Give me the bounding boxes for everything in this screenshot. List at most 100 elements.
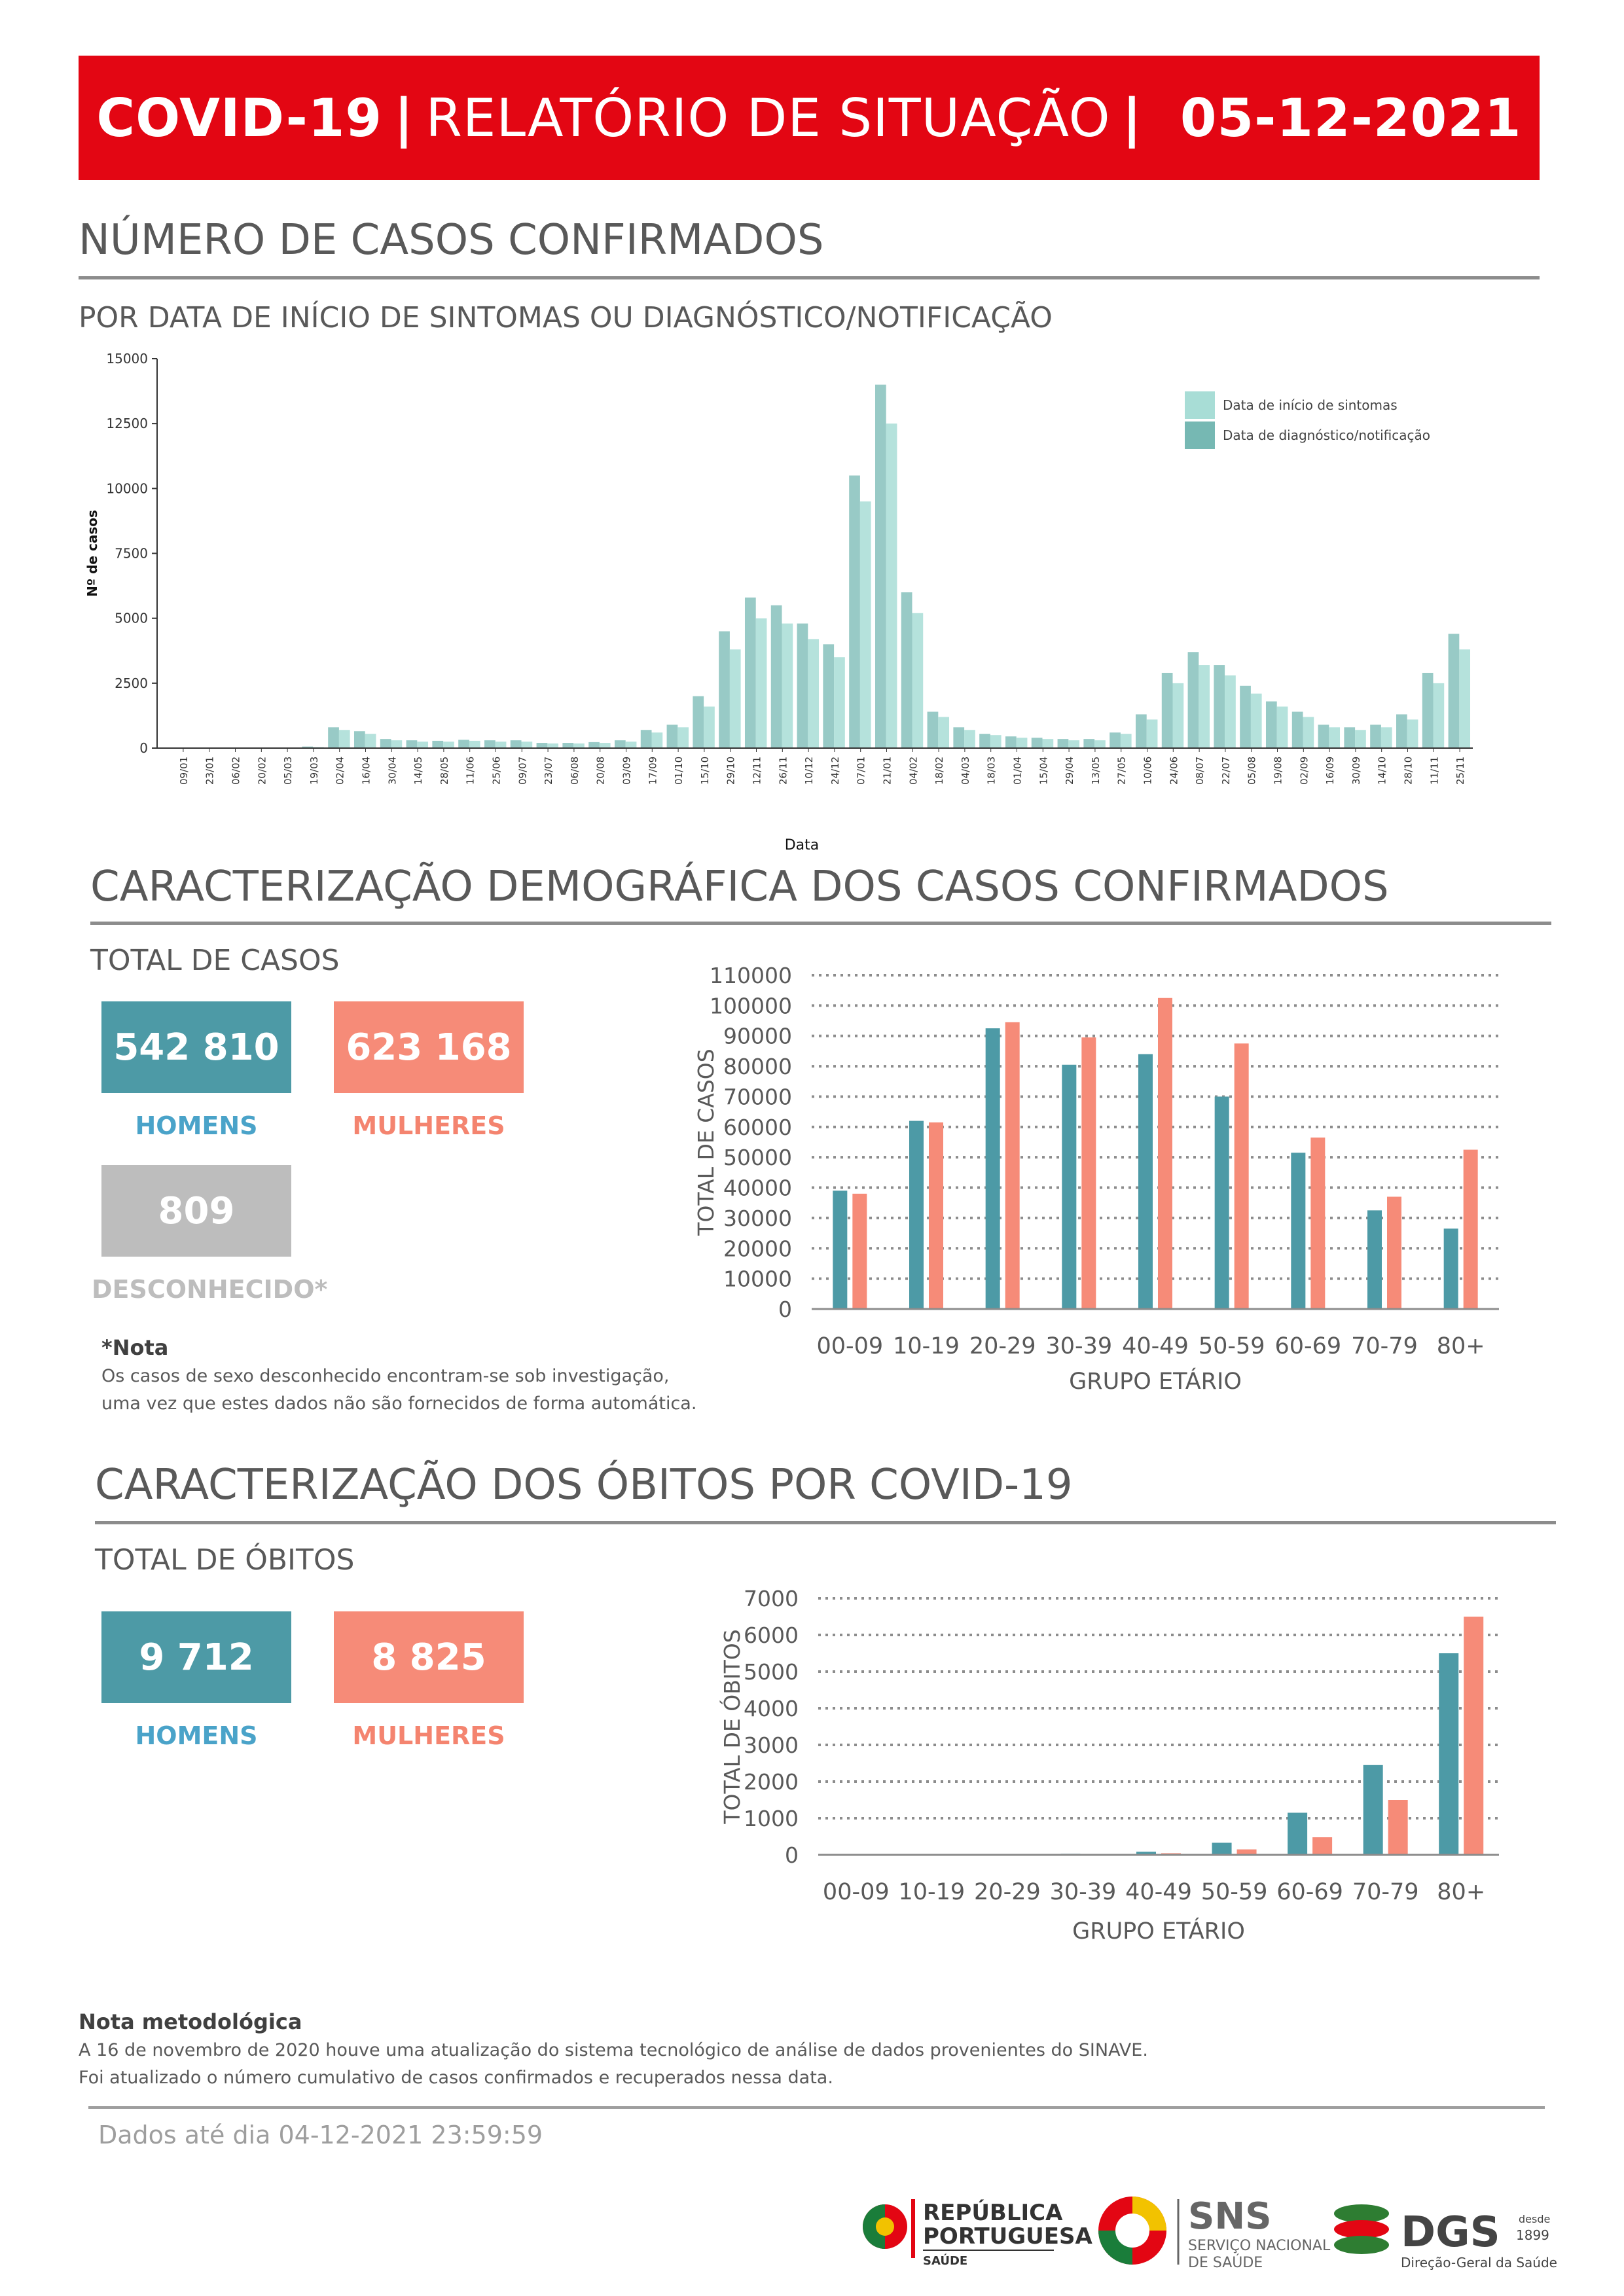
bar-symptoms: [1276, 706, 1288, 748]
bar-symptoms: [1225, 675, 1236, 748]
x-tick-label: 06/02: [230, 757, 242, 785]
banner-subtitle: RELATÓRIO DE SITUAÇÃO: [425, 87, 1111, 149]
y-tick-label: 2500: [115, 675, 148, 691]
x-tick-label: 10/06: [1142, 757, 1154, 785]
bar-symptoms: [1120, 734, 1132, 748]
y-tick-label: 40000: [723, 1175, 792, 1201]
cases-by-age-chart: 0 10000 20000 30000 40000 50000 60000 70000 8000…: [693, 963, 1499, 1395]
category-label: 00-09: [823, 1879, 890, 1905]
y-tick-label: 1000: [744, 1806, 799, 1831]
bar-men: [1363, 1765, 1383, 1855]
sex-note-line: Os casos de sexo desconhecido encontram-…: [101, 1366, 670, 1386]
bar-diagnosis: [1057, 739, 1069, 748]
svg-text:desde: desde: [1519, 2213, 1550, 2225]
bar-symptoms: [1303, 717, 1314, 748]
bar-symptoms: [990, 735, 1001, 748]
category-label: 00-09: [816, 1333, 883, 1359]
bar-women: [1312, 1837, 1333, 1855]
bar-symptoms: [1250, 693, 1262, 748]
y-axis-title: TOTAL DE ÓBITOS: [719, 1629, 745, 1824]
women-deaths-label: MULHERES: [352, 1721, 505, 1750]
bar-symptoms: [521, 742, 533, 748]
bar-men: [833, 1191, 848, 1309]
category-label: 50-59: [1201, 1879, 1268, 1905]
bar-symptoms: [886, 423, 897, 748]
y-tick-label: 100000: [710, 993, 792, 1018]
x-tick-label: 28/05: [439, 757, 450, 785]
bar-diagnosis: [458, 740, 469, 748]
banner-separator: |: [394, 87, 414, 149]
x-axis-title: Data: [785, 837, 820, 853]
x-tick-label: 30/09: [1350, 757, 1362, 785]
methodology-line: Foi atualizado o número cumulativo de ca…: [79, 2068, 833, 2088]
x-tick-label: 27/05: [1116, 757, 1128, 785]
bar-diagnosis: [588, 742, 600, 748]
bar-symptoms: [1433, 683, 1445, 748]
x-tick-label: 10/12: [803, 757, 815, 785]
deaths-section-title: CARACTERIZAÇÃO DOS ÓBITOS POR COVID-19: [95, 1461, 1073, 1509]
bar-diagnosis: [1240, 685, 1251, 748]
x-tick-label: 01/04: [1012, 757, 1024, 785]
x-tick-label: 09/01: [178, 757, 190, 785]
bar-diagnosis: [536, 743, 548, 748]
x-tick-label: 04/02: [907, 757, 919, 785]
unknown-cases-box: 809: [101, 1165, 291, 1257]
men-cases-label: HOMENS: [135, 1111, 258, 1140]
svg-text:Direção-Geral da Saúde: Direção-Geral da Saúde: [1401, 2255, 1557, 2270]
category-label: 70-79: [1352, 1879, 1419, 1905]
bar-symptoms: [782, 623, 793, 748]
x-tick-label: 03/09: [621, 757, 633, 785]
bar-diagnosis: [380, 739, 391, 748]
bar-diagnosis: [1396, 714, 1407, 748]
men-deaths-value: 9 712: [139, 1636, 254, 1679]
x-tick-label: 11/11: [1428, 757, 1440, 785]
bar-diagnosis: [1214, 665, 1225, 748]
bar-symptoms: [625, 742, 637, 748]
bar-women: [929, 1122, 943, 1309]
x-tick-label: 16/04: [361, 757, 372, 785]
y-tick-label: 6000: [744, 1623, 799, 1648]
y-tick-label: 10000: [723, 1266, 792, 1292]
men-cases-box: 542 810: [101, 1001, 291, 1093]
bar-men: [1136, 1852, 1156, 1855]
bar-symptoms: [1329, 727, 1341, 748]
x-tick-label: 29/04: [1064, 757, 1075, 785]
category-label: 80+: [1437, 1333, 1485, 1359]
y-tick-label: 70000: [723, 1084, 792, 1109]
bar-diagnosis: [510, 740, 522, 748]
y-tick-label: 7500: [115, 546, 148, 562]
bar-symptoms: [755, 618, 767, 748]
y-tick-label: 0: [785, 1842, 799, 1868]
bar-symptoms: [469, 740, 480, 748]
bar-diagnosis: [406, 740, 418, 748]
bar-diagnosis: [744, 597, 756, 748]
section-divider: [79, 276, 1540, 279]
bar-symptoms: [1199, 665, 1210, 748]
x-tick-label: 20/08: [595, 757, 607, 785]
bar-diagnosis: [927, 711, 939, 748]
bar-diagnosis: [901, 592, 912, 748]
x-tick-label: 23/07: [543, 757, 554, 785]
bar-symptoms: [1380, 727, 1392, 748]
bar-diagnosis: [1318, 725, 1329, 748]
x-axis-title: GRUPO ETÁRIO: [1069, 1367, 1242, 1395]
bar-diagnosis: [353, 731, 365, 748]
bar-symptoms: [1016, 738, 1028, 748]
demographics-section-title: CARACTERIZAÇÃO DEMOGRÁFICA DOS CASOS CON…: [90, 863, 1389, 911]
y-tick-label: 4000: [744, 1696, 799, 1721]
bar-symptoms: [1042, 739, 1054, 748]
bar-men: [1214, 1096, 1229, 1309]
y-axis-title: TOTAL DE CASOS: [693, 1049, 719, 1236]
x-tick-label: 02/09: [1298, 757, 1310, 785]
x-tick-label: 13/05: [1090, 757, 1102, 785]
x-tick-label: 14/10: [1377, 757, 1388, 785]
sex-note-line: uma vez que estes dados não são fornecid…: [101, 1393, 697, 1414]
bar-diagnosis: [979, 734, 990, 748]
bar-diagnosis: [1110, 732, 1121, 748]
bar-diagnosis: [328, 727, 339, 748]
x-tick-label: 11/06: [465, 757, 477, 785]
bar-women: [1234, 1043, 1249, 1309]
bar-diagnosis: [1161, 672, 1173, 748]
y-tick-label: 90000: [723, 1024, 792, 1049]
total-cases-label: TOTAL DE CASOS: [90, 944, 340, 977]
